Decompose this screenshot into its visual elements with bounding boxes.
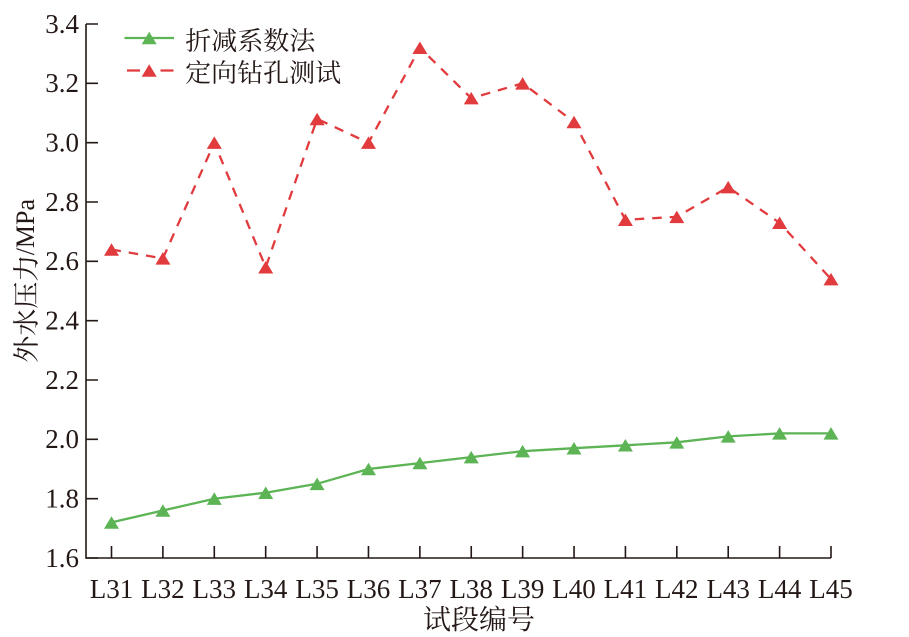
- svg-text:L45: L45: [809, 574, 853, 604]
- svg-text:L32: L32: [141, 574, 185, 604]
- svg-text:/MPa: /MPa: [11, 198, 40, 255]
- svg-text:L31: L31: [90, 574, 134, 604]
- svg-text:2.6: 2.6: [45, 246, 79, 276]
- svg-text:L38: L38: [449, 574, 493, 604]
- svg-text:3.0: 3.0: [45, 128, 79, 158]
- svg-text:2.2: 2.2: [45, 365, 79, 395]
- svg-text:3.2: 3.2: [45, 68, 79, 98]
- svg-text:2.0: 2.0: [45, 424, 79, 454]
- svg-text:L40: L40: [552, 574, 596, 604]
- svg-text:L33: L33: [193, 574, 237, 604]
- svg-text:2.4: 2.4: [45, 306, 79, 336]
- svg-text:L36: L36: [347, 574, 391, 604]
- svg-text:1.6: 1.6: [45, 543, 79, 573]
- svg-text:3.4: 3.4: [45, 9, 79, 39]
- svg-text:L41: L41: [604, 574, 648, 604]
- svg-text:2.8: 2.8: [45, 187, 79, 217]
- svg-text:L34: L34: [244, 574, 288, 604]
- svg-text:L43: L43: [706, 574, 750, 604]
- svg-text:L42: L42: [655, 574, 699, 604]
- svg-text:L37: L37: [398, 574, 442, 604]
- svg-text:L44: L44: [758, 574, 802, 604]
- svg-text:L39: L39: [501, 574, 545, 604]
- svg-text:1.8: 1.8: [45, 484, 79, 514]
- svg-text:L35: L35: [295, 574, 339, 604]
